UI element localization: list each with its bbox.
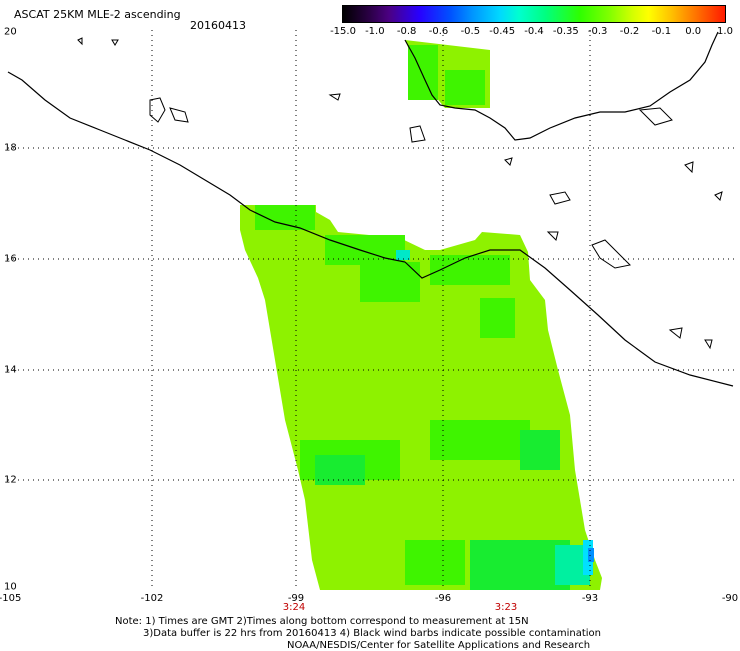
lat-label: 12 <box>4 474 17 486</box>
map-date: 20160413 <box>190 19 246 32</box>
color-scale-tick: -0.5 <box>460 26 481 37</box>
lat-label: 18 <box>4 142 17 154</box>
lat-label: 10 <box>4 581 17 593</box>
color-scale-tick: -0.3 <box>587 26 608 37</box>
swath-patch <box>396 250 410 260</box>
swath-patch <box>520 430 560 470</box>
lon-label: -102 <box>140 593 164 604</box>
lat-label: 14 <box>4 364 17 376</box>
lon-label: -96 <box>434 593 452 604</box>
lat-label: 20 <box>4 26 17 38</box>
note-line: NOAA/NESDIS/Center for Satellite Applica… <box>287 640 591 651</box>
pass-time-label: 3:23 <box>494 602 518 613</box>
map-title: ASCAT 25KM MLE-2 ascending <box>14 8 181 21</box>
swath-patch <box>445 70 485 105</box>
color-scale-tick: -15.0 <box>330 26 356 37</box>
lon-label: -99 <box>287 593 305 604</box>
lat-label: 16 <box>4 253 17 265</box>
color-scale-bar <box>342 5 726 23</box>
color-scale-tick: -1.0 <box>365 26 385 37</box>
color-scale-tick: -0.4 <box>524 26 544 37</box>
lon-label: -93 <box>581 593 599 604</box>
swath-patch <box>470 540 570 590</box>
swath-patch <box>360 262 420 302</box>
grid-lines <box>8 30 735 590</box>
color-scale-tick: 1.0 <box>717 26 733 37</box>
swath-patch <box>480 298 515 338</box>
swath-patch <box>315 455 365 485</box>
swath-patch <box>588 548 594 562</box>
lon-label: -90 <box>721 593 739 604</box>
note-line: Note: 1) Times are GMT 2)Times along bot… <box>115 616 529 627</box>
color-scale-tick: -0.6 <box>428 26 449 37</box>
lon-label: -105 <box>0 593 22 604</box>
color-scale-tick: -0.35 <box>552 26 579 37</box>
color-scale-tick: -0.8 <box>396 26 417 37</box>
wind-swath <box>240 40 602 590</box>
swath-patch <box>430 420 530 460</box>
swath-patch <box>255 205 315 230</box>
color-scale-tick: -0.2 <box>619 26 640 37</box>
island-outlines <box>77 37 723 350</box>
coastline <box>7 31 734 387</box>
color-scale-tick: 0.0 <box>685 26 702 37</box>
swath-area <box>240 205 602 590</box>
swath-patch <box>405 540 465 585</box>
pass-time-label: 3:24 <box>282 602 306 613</box>
color-scale-tick: -0.1 <box>651 26 672 37</box>
swath-patch <box>325 235 405 265</box>
note-line: 3)Data buffer is 22 hrs from 20160413 4)… <box>143 628 601 639</box>
color-scale-tick: -0.45 <box>489 26 516 37</box>
